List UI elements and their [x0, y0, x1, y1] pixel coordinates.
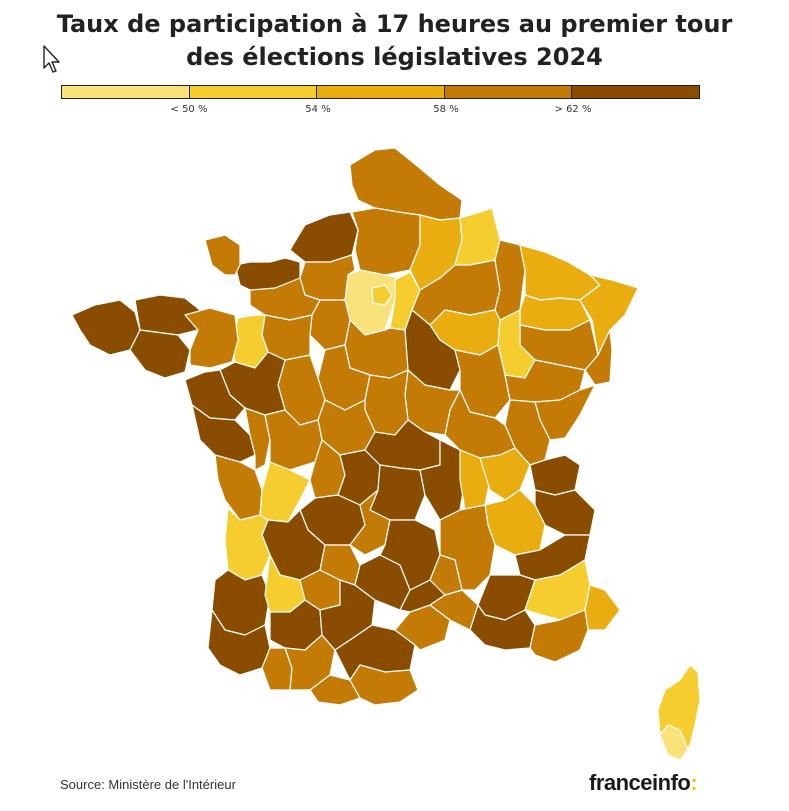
map-title: Taux de participation à 17 heures au pre…	[20, 8, 769, 74]
legend-color-scale	[61, 85, 700, 100]
legend-label-2: 54 %	[305, 104, 331, 115]
legend-label-1: < 50 %	[170, 104, 208, 115]
legend-label-4: > 62 %	[554, 104, 592, 115]
map-region-var	[529, 609, 589, 663]
title-line-2: des élections législatives 2024	[186, 43, 603, 71]
map-region-ille-et-vilaine	[184, 307, 239, 369]
map-region-alpes-maritimes	[584, 584, 621, 631]
title-line-1: Taux de participation à 17 heures au pre…	[56, 10, 733, 38]
map-region-haute-loire	[379, 519, 441, 591]
map-region-ain	[479, 447, 531, 501]
map-region-ardennes	[454, 207, 501, 266]
brand-suffix: :	[690, 770, 698, 795]
map-region-moselle	[519, 244, 601, 301]
source-caption: Source: Ministère de l'Intérieur	[60, 777, 236, 792]
map-region-paris-petite-couronne	[371, 284, 393, 306]
brand-name: franceinfo	[589, 770, 691, 795]
map-region-cotentin	[204, 234, 241, 276]
map-region-finistere	[71, 299, 141, 356]
legend-label-3: 58 %	[433, 104, 459, 115]
map-region-pyrenees-orientales	[349, 664, 419, 706]
map-region-tarn	[319, 579, 376, 651]
legend-swatch-5	[571, 85, 700, 99]
map-region-gironde	[224, 507, 271, 581]
map-region-bouches-du-rhone	[469, 604, 536, 651]
map-region-picardie	[351, 207, 421, 276]
map-region-normandie-cotes	[289, 211, 359, 263]
map-region-morbihan	[129, 329, 191, 379]
map-region-drome	[439, 504, 496, 591]
map-region-cote-or	[454, 344, 511, 419]
map-region-ardeche	[429, 554, 463, 596]
franceinfo-logo: franceinfo:	[589, 770, 698, 796]
map-region-corse-du-sud	[659, 724, 689, 761]
map-region-manche	[234, 257, 301, 291]
mouse-pointer-icon	[43, 45, 60, 73]
